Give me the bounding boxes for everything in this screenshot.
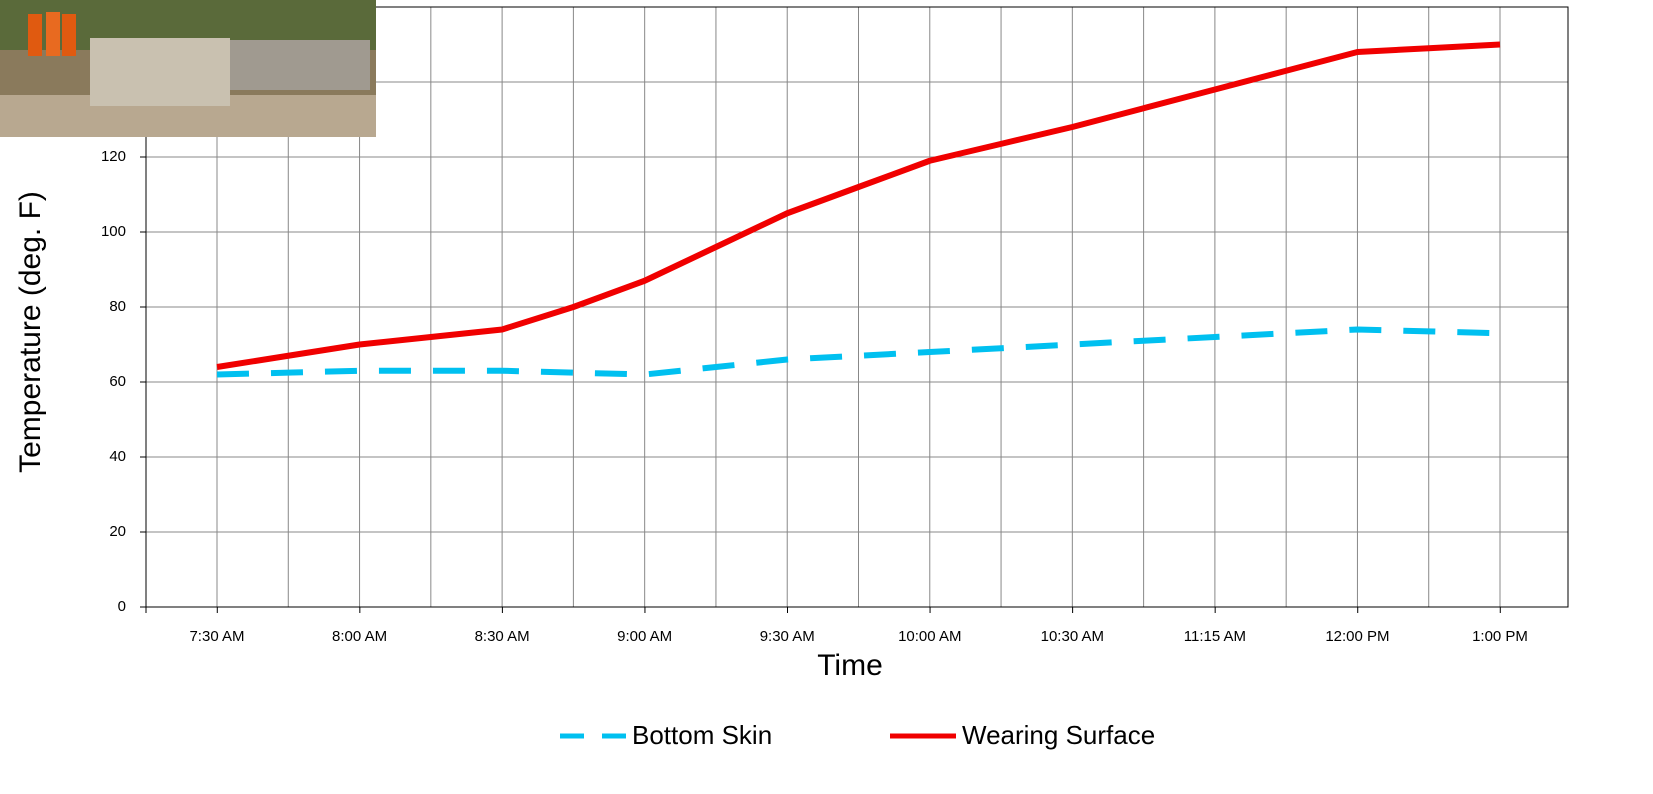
- y-tick-label: 20: [109, 523, 126, 540]
- x-tick-label: 9:00 AM: [617, 628, 672, 645]
- x-tick-label: 1:00 PM: [1472, 628, 1528, 645]
- legend-label: Wearing Surface: [962, 720, 1155, 750]
- x-tick-label: 8:00 AM: [332, 628, 387, 645]
- x-tick-label: 11:15 AM: [1184, 628, 1246, 645]
- photo-barrel: [28, 14, 42, 56]
- y-tick-label: 100: [101, 223, 126, 240]
- legend: Bottom Skin Wearing Surface: [560, 720, 1155, 750]
- y-tick-label: 0: [118, 598, 126, 615]
- x-tick-label: 7:30 AM: [189, 628, 244, 645]
- page: Time Temperature (deg. F) 0 20 40 60 80 100 12…: [0, 0, 1653, 794]
- y-tick-label: 80: [109, 298, 126, 315]
- chart: Time Temperature (deg. F) 0 20 40 60 80 100 12…: [0, 0, 1653, 794]
- legend-label: Bottom Skin: [632, 720, 772, 750]
- photo-rocks: [230, 40, 370, 90]
- x-tick-label: 8:30 AM: [475, 628, 530, 645]
- x-tick-label: 12:00 PM: [1325, 628, 1389, 645]
- y-axis-title: Temperature (deg. F): [14, 191, 47, 473]
- x-tick-label: 10:00 AM: [898, 628, 961, 645]
- photo: [0, 0, 376, 137]
- y-tick-label: 40: [109, 448, 126, 465]
- photo-barrel: [62, 14, 76, 56]
- y-tick-label: 60: [109, 373, 126, 390]
- y-tick-label: 120: [101, 148, 126, 165]
- photo-barrel: [46, 12, 60, 56]
- x-axis-title: Time: [817, 649, 883, 682]
- x-tick-label: 10:30 AM: [1041, 628, 1104, 645]
- photo-wall: [90, 38, 230, 106]
- x-tick-label: 9:30 AM: [760, 628, 815, 645]
